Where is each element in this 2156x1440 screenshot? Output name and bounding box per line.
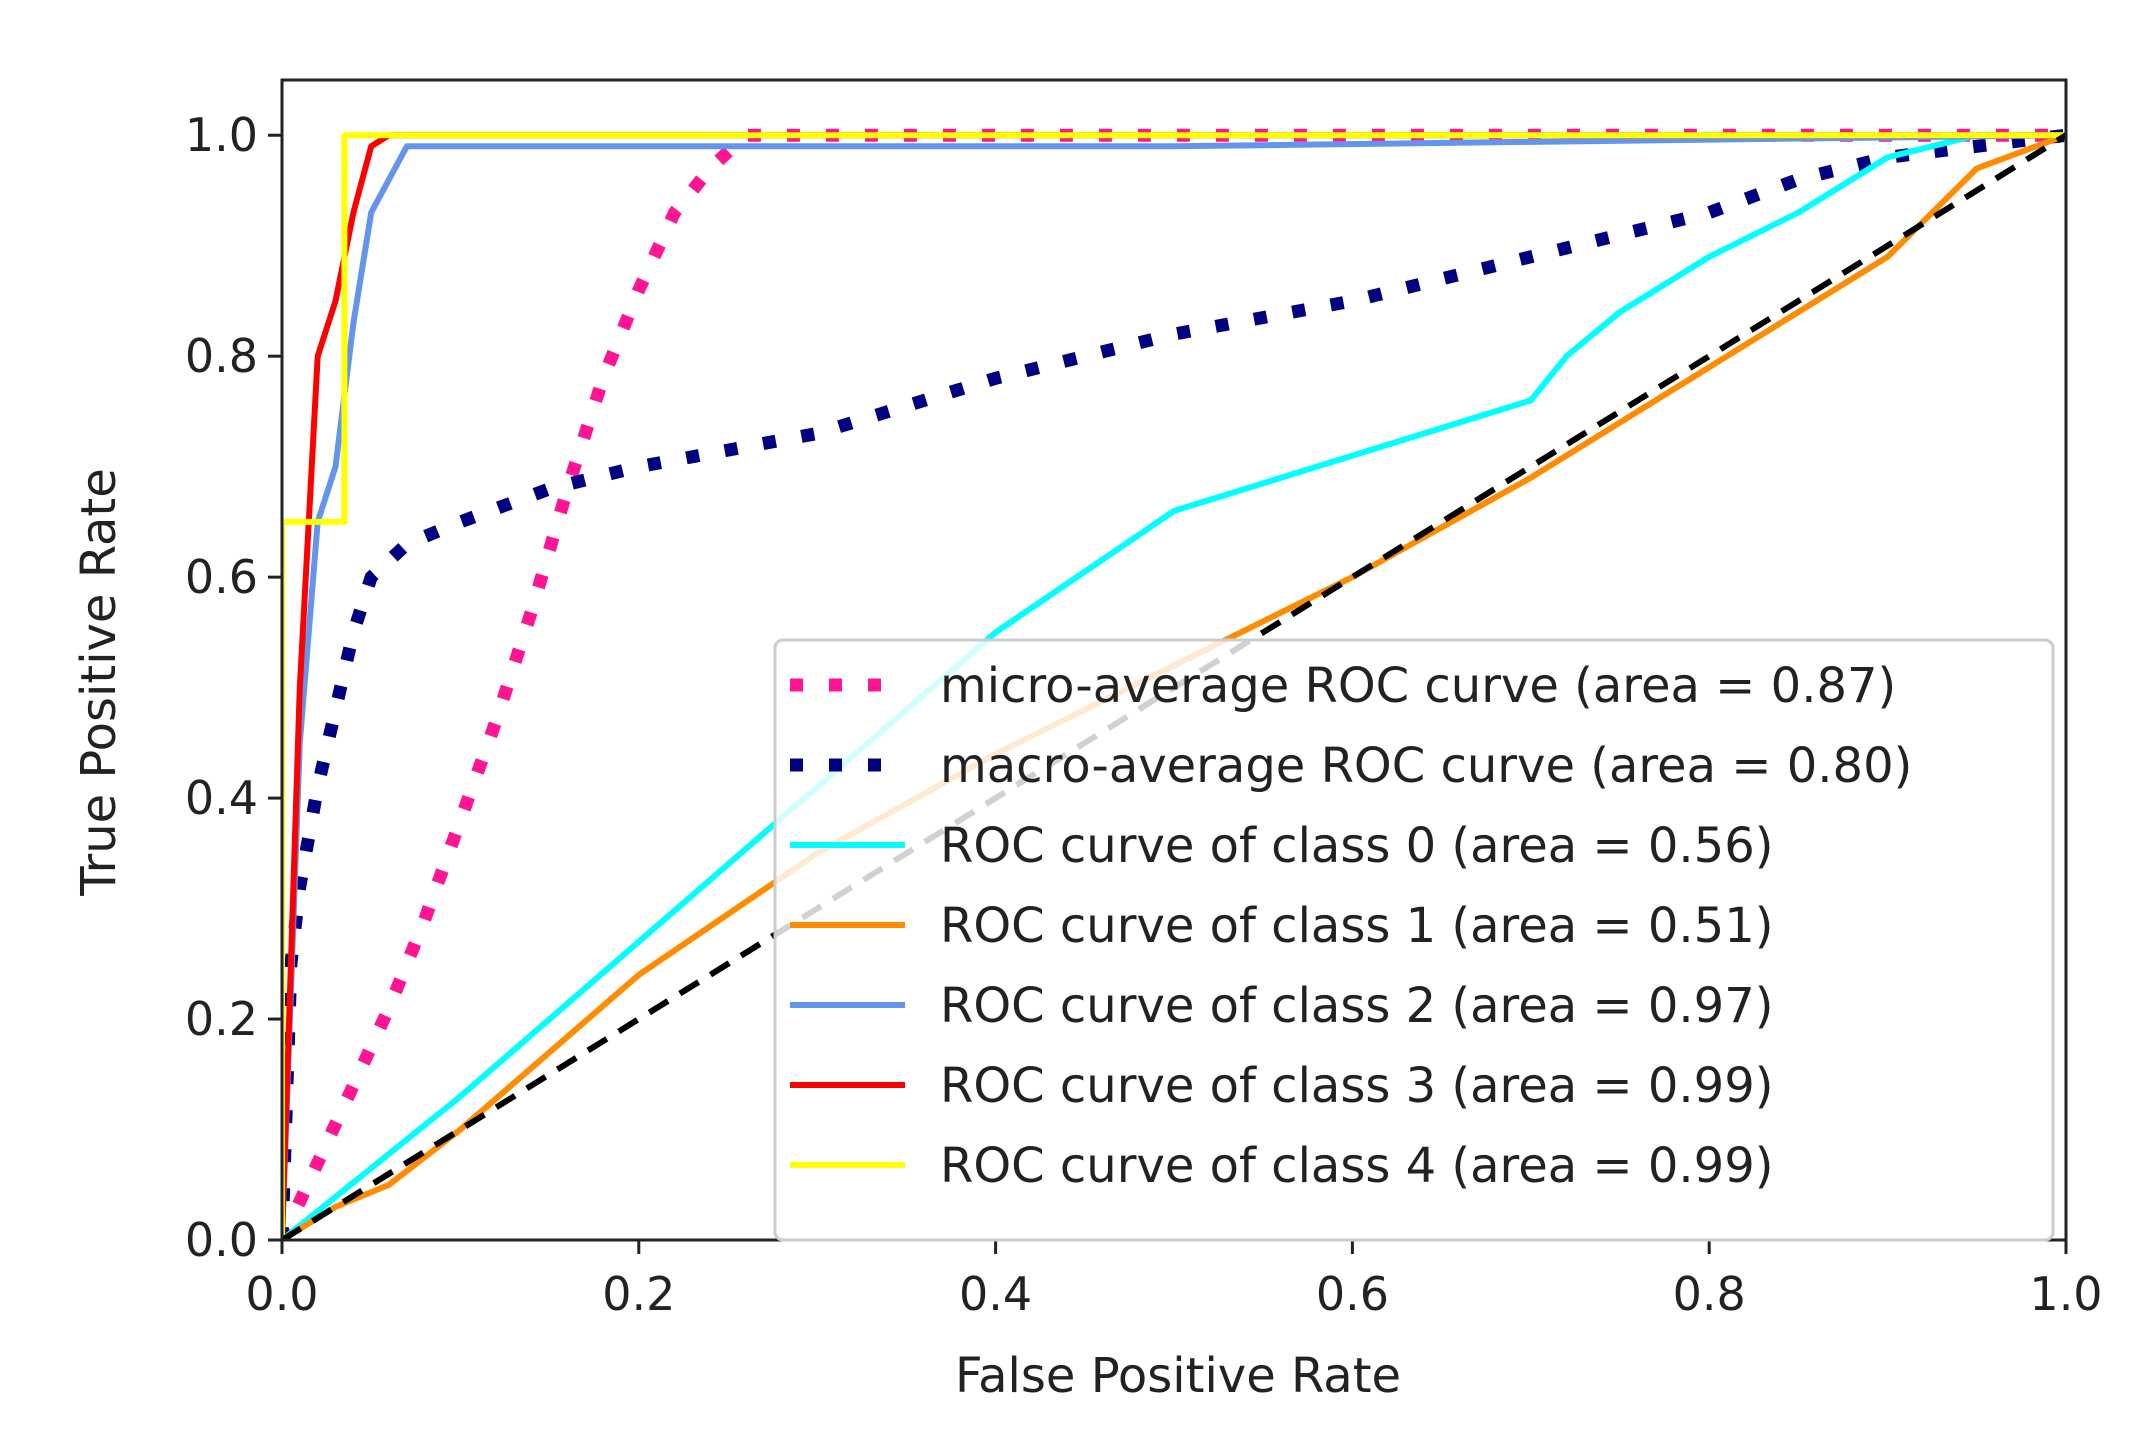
- x-axis-label: False Positive Rate: [955, 1348, 1401, 1404]
- axes: 0.0 0.2 0.4 0.6 0.8 1.0 0.0 0.2 0.4 0.6 0.8 1.0: [185, 78, 2103, 1321]
- x-tick-label: 1.0: [2029, 1267, 2102, 1321]
- legend-entry-label: micro-average ROC curve (area = 0.87): [940, 658, 1896, 714]
- y-tick-label: 1.0: [185, 108, 258, 162]
- y-tick-label: 0.4: [185, 771, 258, 825]
- x-tick-label: 0.4: [959, 1267, 1032, 1321]
- series-line-7: [282, 132, 2066, 1240]
- legend: micro-average ROC curve (area = 0.87) mac…: [773, 638, 2055, 1242]
- y-tick-label: 0.0: [185, 1213, 258, 1267]
- x-tick-label: 0.0: [245, 1267, 318, 1321]
- x-tick-label: 0.2: [602, 1267, 675, 1321]
- series-line-3: [282, 132, 2066, 1240]
- y-tick-label: 0.2: [185, 992, 258, 1046]
- series-line-5: [282, 132, 2066, 1240]
- legend-entry-label: ROC curve of class 0 (area = 0.56): [940, 818, 1773, 874]
- legend-entry-label: macro-average ROC curve (area = 0.80): [940, 738, 1912, 794]
- legend-entry-label: ROC curve of class 1 (area = 0.51): [940, 898, 1773, 954]
- legend-entry-label: ROC curve of class 4 (area = 0.99): [940, 1138, 1773, 1194]
- y-tick-label: 0.8: [185, 329, 258, 383]
- x-tick-label: 0.8: [1673, 1267, 1746, 1321]
- y-tick-label: 0.6: [185, 550, 258, 604]
- legend-entry-label: ROC curve of class 3 (area = 0.99): [940, 1058, 1773, 1114]
- x-tick-label: 0.6: [1316, 1267, 1389, 1321]
- legend-box: [773, 638, 2055, 1242]
- legend-entry-label: ROC curve of class 2 (area = 0.97): [940, 978, 1773, 1034]
- y-axis-label: True Positive Rate: [71, 468, 127, 897]
